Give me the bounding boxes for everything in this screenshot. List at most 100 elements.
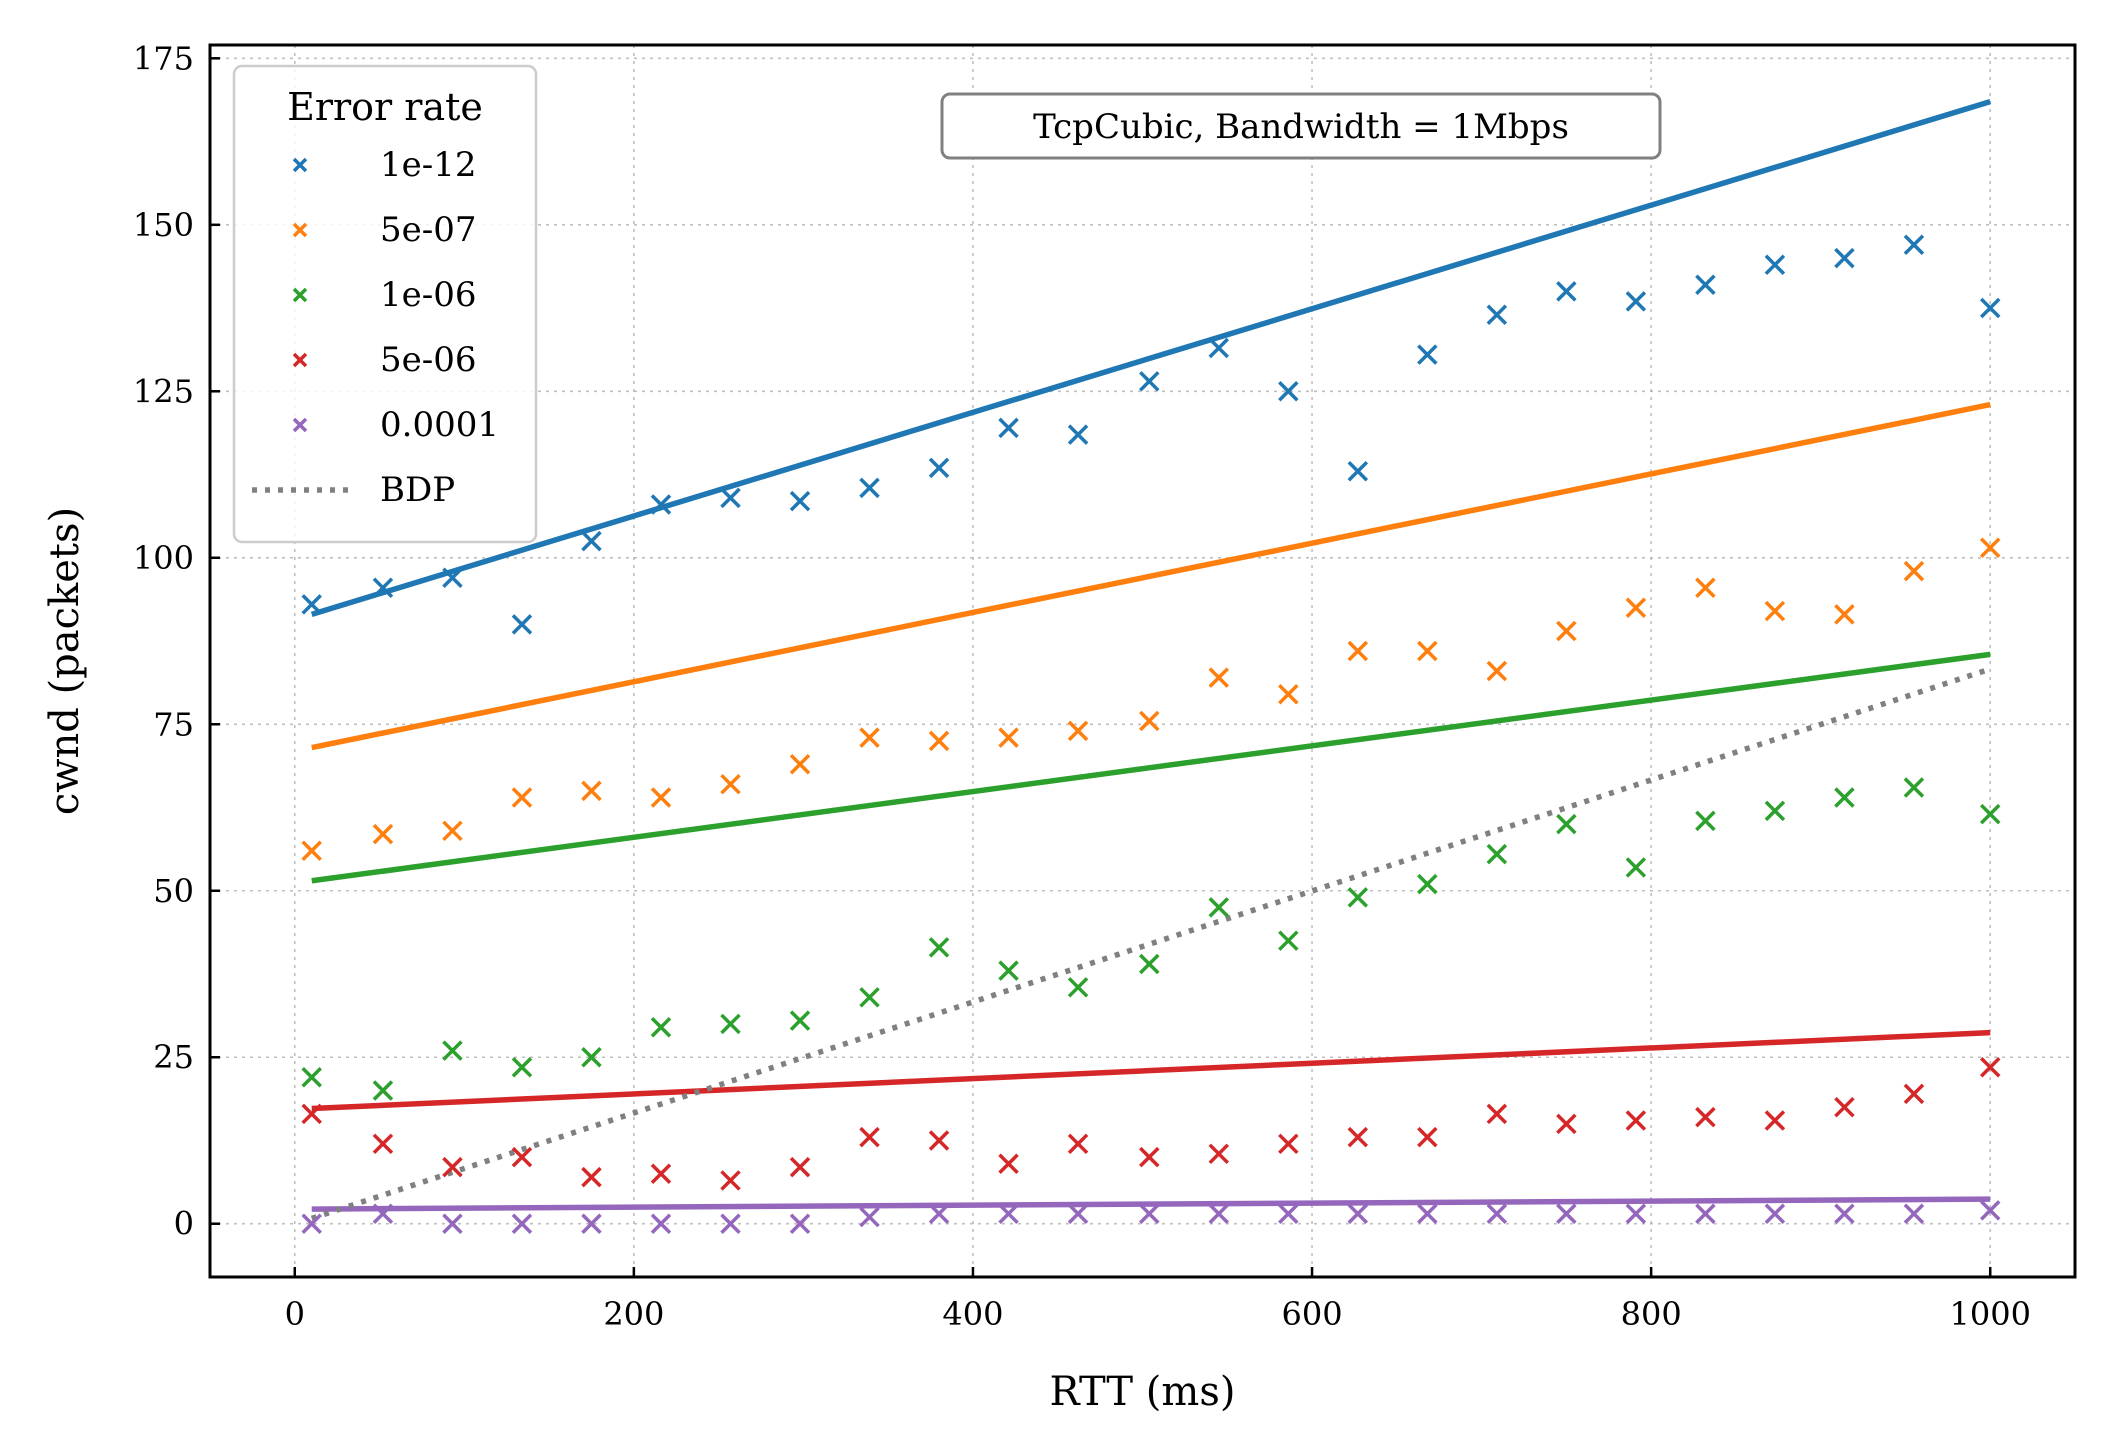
data-point-1e-12 xyxy=(1764,254,1786,275)
data-point-0.0001 xyxy=(1278,1203,1299,1224)
data-point-1e-06 xyxy=(1347,887,1369,908)
legend-label: BDP xyxy=(380,470,455,510)
data-point-1e-12 xyxy=(372,577,394,598)
data-point-5e-06 xyxy=(1347,1126,1369,1148)
legend-label: 1e-06 xyxy=(380,275,477,315)
legend-label: 0.0001 xyxy=(380,405,499,445)
data-point-0.0001 xyxy=(1208,1203,1230,1224)
data-point-5e-06 xyxy=(511,1146,533,1168)
data-point-0.0001 xyxy=(650,1213,672,1234)
data-point-1e-12 xyxy=(998,417,1019,439)
data-point-5e-07 xyxy=(1834,604,1855,625)
data-point-5e-07 xyxy=(581,780,602,802)
x-tick-label: 1000 xyxy=(1950,1295,2031,1333)
legend-marker-0.0001 xyxy=(292,417,308,433)
data-point-1e-06 xyxy=(1764,800,1786,822)
data-point-5e-07 xyxy=(1764,600,1786,622)
data-point-5e-06 xyxy=(928,1130,950,1151)
data-point-5e-07 xyxy=(1417,640,1438,662)
data-point-1e-06 xyxy=(1979,803,2001,825)
data-point-0.0001 xyxy=(301,1213,322,1234)
data-point-5e-07 xyxy=(1695,577,1716,598)
data-point-0.0001 xyxy=(789,1213,811,1234)
annotation-box: TcpCubic, Bandwidth = 1Mbps xyxy=(940,92,1662,160)
data-point-1e-06 xyxy=(789,1010,811,1031)
y-tick-label: 125 xyxy=(133,372,194,410)
data-point-1e-12 xyxy=(720,487,741,509)
fit-line-5e-07 xyxy=(311,401,1991,751)
data-point-1e-06 xyxy=(1556,813,1577,835)
data-point-1e-06 xyxy=(1208,897,1230,918)
data-point-5e-07 xyxy=(1625,597,1647,618)
data-point-5e-06 xyxy=(859,1126,880,1148)
data-point-1e-06 xyxy=(1903,777,1925,798)
data-point-1e-06 xyxy=(511,1056,533,1078)
data-point-5e-06 xyxy=(1979,1056,2001,1078)
data-point-0.0001 xyxy=(1417,1203,1438,1224)
data-point-1e-06 xyxy=(1278,930,1299,951)
data-point-5e-06 xyxy=(1208,1143,1230,1165)
data-point-1e-06 xyxy=(859,987,880,1008)
annotation-frame xyxy=(940,92,1662,160)
plot-series xyxy=(301,98,2001,1234)
data-point-5e-06 xyxy=(1695,1106,1716,1128)
data-point-5e-07 xyxy=(1903,560,1925,582)
data-point-5e-06 xyxy=(1486,1103,1508,1125)
data-point-1e-12 xyxy=(301,594,322,615)
x-tick-label: 0 xyxy=(285,1295,305,1333)
data-point-5e-07 xyxy=(859,727,880,748)
data-point-1e-12 xyxy=(1208,337,1230,359)
x-tick-label: 200 xyxy=(603,1295,664,1333)
axis-ticks: 0 200 400 600 800 1000 0 25 50 75 100 125 150 175 xyxy=(133,39,2031,1333)
data-point-5e-07 xyxy=(998,727,1019,748)
data-point-0.0001 xyxy=(1903,1203,1925,1224)
data-point-1e-12 xyxy=(859,477,880,499)
x-tick-label: 800 xyxy=(1621,1295,1682,1333)
fit-line-0.0001 xyxy=(311,1196,1991,1212)
y-tick-label: 150 xyxy=(133,206,194,244)
data-point-5e-07 xyxy=(1208,667,1230,688)
data-point-5e-06 xyxy=(1067,1133,1089,1155)
data-point-1e-12 xyxy=(1695,274,1716,295)
data-point-5e-06 xyxy=(1903,1083,1925,1105)
data-point-1e-06 xyxy=(1139,953,1160,975)
data-point-1e-06 xyxy=(372,1080,394,1101)
data-point-1e-12 xyxy=(1556,281,1577,302)
grid-lines xyxy=(210,45,2075,1277)
data-point-5e-07 xyxy=(1067,720,1089,742)
data-point-5e-07 xyxy=(301,840,322,862)
y-tick-label: 175 xyxy=(133,39,194,77)
data-point-5e-06 xyxy=(1625,1110,1647,1131)
data-point-1e-12 xyxy=(581,530,602,552)
data-point-0.0001 xyxy=(1625,1203,1647,1224)
data-point-1e-12 xyxy=(442,567,463,588)
data-point-5e-07 xyxy=(1979,537,2001,559)
data-point-0.0001 xyxy=(928,1203,950,1224)
data-point-5e-07 xyxy=(442,820,463,842)
data-point-1e-06 xyxy=(1834,787,1855,808)
data-point-5e-07 xyxy=(1139,710,1160,732)
data-point-5e-06 xyxy=(998,1153,1019,1175)
y-tick-label: 100 xyxy=(133,539,194,577)
y-tick-label: 0 xyxy=(174,1205,194,1243)
legend-label: 1e-12 xyxy=(380,145,477,185)
data-point-1e-12 xyxy=(511,614,533,635)
data-point-1e-06 xyxy=(581,1047,602,1068)
data-point-1e-12 xyxy=(1625,291,1647,312)
data-point-0.0001 xyxy=(1067,1203,1089,1224)
data-point-1e-12 xyxy=(1417,344,1438,365)
data-point-5e-06 xyxy=(442,1156,463,1178)
legend-marker-1e-12 xyxy=(292,157,308,173)
data-point-0.0001 xyxy=(442,1213,463,1234)
x-tick-label: 600 xyxy=(1282,1295,1343,1333)
plot-frame xyxy=(208,43,2077,1279)
data-point-0.0001 xyxy=(1834,1203,1855,1224)
legend-label: 5e-07 xyxy=(380,210,477,250)
legend-marker-5e-07 xyxy=(292,222,308,238)
data-point-1e-12 xyxy=(1979,297,2001,319)
fit-line-1e-12 xyxy=(310,98,1992,618)
data-point-1e-12 xyxy=(928,457,950,479)
data-point-5e-06 xyxy=(720,1170,741,1191)
data-point-0.0001 xyxy=(998,1203,1019,1224)
